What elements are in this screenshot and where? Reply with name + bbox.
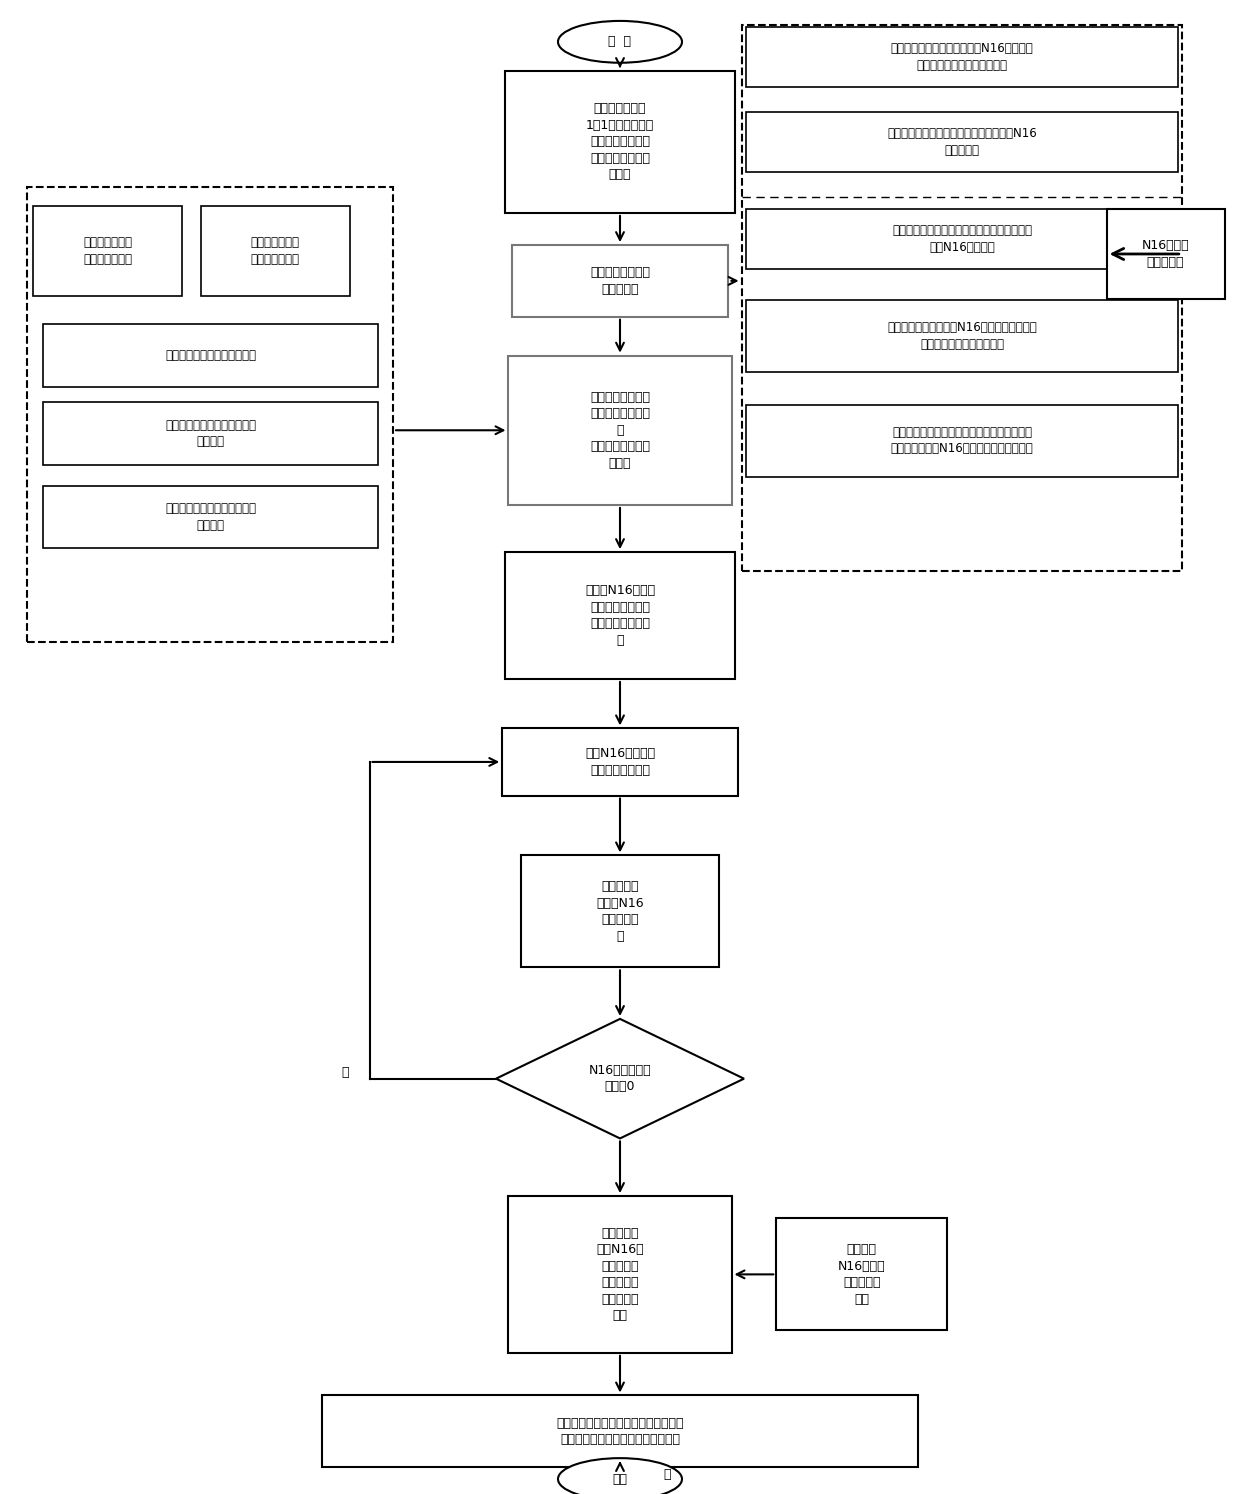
Bar xyxy=(502,729,738,796)
Bar xyxy=(201,206,350,296)
Text: 结束: 结束 xyxy=(613,1473,627,1485)
Text: 汽水分离器及干燥器区域流动
阻力模型: 汽水分离器及干燥器区域流动 阻力模型 xyxy=(165,418,257,448)
Text: 汽水分离器及干燥器区域流动
换热模型: 汽水分离器及干燥器区域流动 换热模型 xyxy=(165,502,257,532)
Text: 泄漏量随
N16核素迁
移时间计算
模型: 泄漏量随 N16核素迁 移时间计算 模型 xyxy=(838,1243,885,1306)
Text: 停止计算，
获得N16核
素迁移总时
间，计算蒸
汽发生器泄
漏量: 停止计算， 获得N16核 素迁移总时 间，计算蒸 汽发生器泄 漏量 xyxy=(596,1227,644,1322)
Text: 计算N16核素在二
次侧衰变迁移过程: 计算N16核素在二 次侧衰变迁移过程 xyxy=(585,747,655,777)
Text: 采用核素衰变公式对某时刻蒸汽发生器二次侧
每个计算节点处N16核素进行核素衰变计算: 采用核素衰变公式对某时刻蒸汽发生器二次侧 每个计算节点处N16核素进行核素衰变计… xyxy=(890,426,1034,456)
Bar xyxy=(27,187,393,642)
Text: 适用于N16核素迁
移计算的三维蒸汽
发生器热工计算模
型: 适用于N16核素迁 移计算的三维蒸汽 发生器热工计算模 型 xyxy=(585,584,655,647)
Text: 在蒸汽管道
处监测N16
核素质量分
数: 在蒸汽管道 处监测N16 核素质量分 数 xyxy=(596,880,644,943)
Bar xyxy=(742,25,1182,571)
Text: 否: 否 xyxy=(341,1067,348,1079)
Text: 对从破口进入二次侧的N16核素进行追踪，获
得其从破口流出的迁移时间: 对从破口进入二次侧的N16核素进行追踪，获 得其从破口流出的迁移时间 xyxy=(888,321,1037,351)
Text: 是: 是 xyxy=(663,1469,671,1481)
Bar xyxy=(508,1195,732,1354)
Text: 通过大量工况计算，找合泄漏量与泄漏
位置关系，通过泄漏量预测泄漏位置: 通过大量工况计算，找合泄漏量与泄漏 位置关系，通过泄漏量预测泄漏位置 xyxy=(557,1416,683,1446)
Bar xyxy=(511,245,728,317)
Text: 一、二次侧管束
区流动阻力模型: 一、二次侧管束 区流动阻力模型 xyxy=(83,236,133,266)
Text: N16核素衰
变迁移模型: N16核素衰 变迁移模型 xyxy=(1142,239,1189,269)
Bar xyxy=(43,486,378,548)
Bar xyxy=(776,1219,947,1331)
Text: 蒸汽发生器瞬态三
维热工水力计算模
型
（完成网格独立性
分析）: 蒸汽发生器瞬态三 维热工水力计算模 型 （完成网格独立性 分析） xyxy=(590,391,650,469)
Bar xyxy=(746,27,1178,87)
Text: 裂纹闪蒸计算确定流入二次侧气液两相中N16
核素的浓度: 裂纹闪蒸计算确定流入二次侧气液两相中N16 核素的浓度 xyxy=(888,127,1037,157)
Text: 一、二次侧管束
区流动换热模型: 一、二次侧管束 区流动换热模型 xyxy=(250,236,300,266)
Text: N16质量分数大
于等于0: N16质量分数大 于等于0 xyxy=(589,1064,651,1094)
Text: 一、二次侧三维计
算节点划分: 一、二次侧三维计 算节点划分 xyxy=(590,266,650,296)
Ellipse shape xyxy=(558,21,682,63)
Text: 一、二次侧三维能量耦合模型: 一、二次侧三维能量耦合模型 xyxy=(165,350,257,362)
Bar xyxy=(508,356,732,505)
Text: 核电蒸汽发生器
1：1几何模型建立
（几何流域包含一
次侧及二次侧所有
空间）: 核电蒸汽发生器 1：1几何模型建立 （几何流域包含一 次侧及二次侧所有 空间） xyxy=(585,103,655,181)
Bar xyxy=(746,300,1178,372)
Bar xyxy=(43,402,378,465)
Bar xyxy=(746,405,1178,477)
Bar xyxy=(43,324,378,387)
Bar xyxy=(521,855,719,968)
Bar xyxy=(506,553,734,678)
Text: 确定由一次侧泄漏至二次侧的N16核素半衰
期、放射性活度以及泄漏位置: 确定由一次侧泄漏至二次侧的N16核素半衰 期、放射性活度以及泄漏位置 xyxy=(890,42,1034,72)
Polygon shape xyxy=(496,1019,744,1138)
Bar xyxy=(33,206,182,296)
Text: 采用组分输运方法对闪蒸后进入二次侧气液两
相的N16核素模拟: 采用组分输运方法对闪蒸后进入二次侧气液两 相的N16核素模拟 xyxy=(893,224,1032,254)
Bar xyxy=(1107,209,1225,299)
Ellipse shape xyxy=(558,1458,682,1494)
Text: 开  始: 开 始 xyxy=(609,36,631,48)
Bar xyxy=(746,112,1178,172)
Bar xyxy=(322,1395,918,1467)
Bar xyxy=(506,72,734,214)
Bar xyxy=(746,209,1178,269)
